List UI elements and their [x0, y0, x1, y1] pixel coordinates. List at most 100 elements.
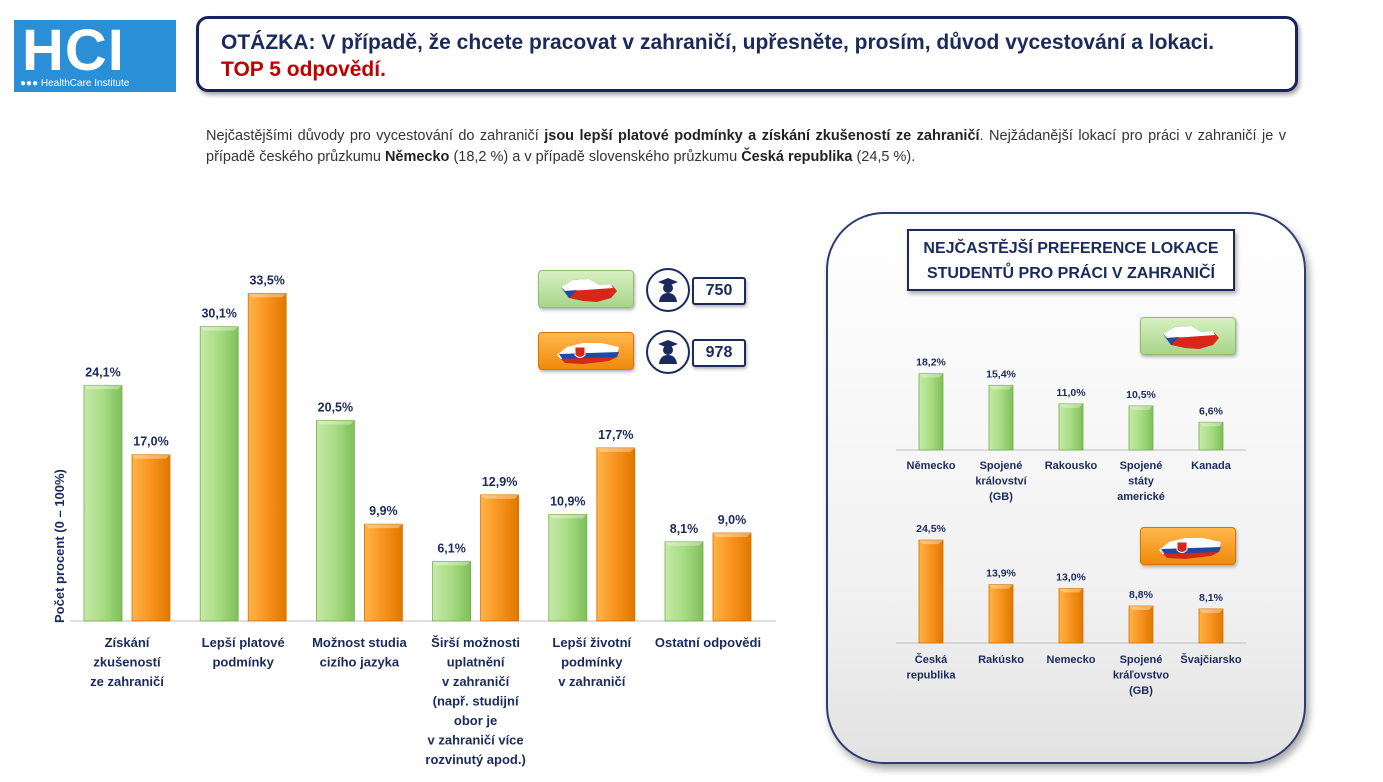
slovak-respondents-count: 978 — [692, 339, 746, 367]
bar — [315, 420, 355, 622]
data-label: 13,0% — [1056, 571, 1086, 583]
category-label: Ostatní odpovědi — [655, 635, 761, 650]
category-label: v zahraničí více — [428, 733, 524, 748]
czech-flag-map-icon — [561, 279, 617, 302]
hci-logo: HCI ●●● HealthCare Institute — [14, 20, 176, 92]
summary-part: (24,5 %). — [852, 149, 916, 165]
category-label: Švajčiarsko — [1180, 653, 1241, 666]
bar — [1058, 403, 1084, 451]
data-label: 30,1% — [201, 307, 236, 321]
czech-legend-tab — [538, 270, 634, 308]
bar — [918, 373, 944, 451]
bar — [1128, 405, 1154, 451]
slovak-legend-tab — [538, 332, 634, 370]
data-label: 11,0% — [1056, 387, 1086, 399]
data-label: 8,1% — [670, 522, 699, 536]
data-label: 20,5% — [318, 401, 353, 415]
category-label: Spojené — [1120, 460, 1163, 472]
category-label: Nemecko — [1047, 654, 1096, 666]
category-label: Rakousko — [1045, 460, 1098, 472]
czech-respondents-count: 750 — [692, 277, 746, 305]
data-label: 33,5% — [249, 273, 284, 287]
panel-title: NEJČASTĚJŠÍ PREFERENCE LOKACE STUDENTŮ P… — [907, 229, 1235, 291]
category-label: Rakúsko — [978, 654, 1024, 666]
category-label: republika — [907, 670, 957, 682]
bar — [548, 513, 588, 622]
bar — [664, 541, 704, 622]
category-label: zkušeností — [93, 655, 161, 670]
summary-part: . Nejžádanější lokací pro práci v zahran… — [206, 128, 1286, 165]
category-label: Lepší životní — [552, 635, 631, 650]
category-label: Lepší platové — [202, 635, 285, 650]
panel-title-line1: NEJČASTĚJŠÍ PREFERENCE LOKACE — [923, 240, 1219, 257]
bar — [1058, 588, 1084, 644]
data-label: 12,9% — [482, 475, 517, 489]
category-label: v zahraničí — [442, 674, 510, 689]
data-label: 9,9% — [369, 504, 398, 518]
bar — [1128, 605, 1154, 644]
data-label: 10,5% — [1126, 389, 1156, 401]
category-label: cizího jazyka — [320, 655, 400, 670]
bar — [1198, 608, 1224, 644]
student-icon — [646, 330, 690, 374]
category-label: podmínky — [561, 655, 623, 670]
category-label: Širší možnosti — [431, 635, 520, 650]
bar — [432, 560, 472, 622]
category-label: Kanada — [1191, 460, 1232, 472]
location-preferences-panel — [826, 212, 1306, 764]
logo-text: HCI — [22, 18, 125, 83]
category-label: Spojené — [1120, 654, 1163, 666]
category-label: rozvinutý apod.) — [425, 752, 525, 767]
data-label: 9,0% — [718, 513, 747, 527]
bar — [363, 523, 403, 622]
bar — [1198, 421, 1224, 451]
data-label: 8,1% — [1199, 592, 1224, 604]
category-label: Česká — [915, 653, 948, 666]
question-box: OTÁZKA: V případě, že chcete pracovat v … — [196, 16, 1298, 92]
slovak-panel-tab — [1140, 527, 1236, 565]
category-label: podmínky — [212, 655, 274, 670]
question-subtitle: TOP 5 odpovědí. — [221, 58, 386, 81]
bar — [712, 532, 752, 622]
category-label: (např. studijní — [433, 694, 519, 709]
summary-part: (18,2 %) a v případě slovenského průzkum… — [449, 149, 742, 165]
bar — [480, 494, 520, 622]
panel-title-line2: STUDENTŮ PRO PRÁCI V ZAHRANIČÍ — [926, 265, 1215, 282]
summary-part: Nejčastějšími důvody pro vycestování do … — [206, 128, 545, 144]
category-label: ze zahraničí — [90, 674, 164, 689]
bar — [918, 539, 944, 644]
bar — [988, 384, 1014, 451]
bar — [199, 326, 239, 622]
category-label: Německo — [907, 460, 956, 472]
category-label: v zahraničí — [558, 674, 626, 689]
bar — [988, 584, 1014, 644]
bar — [596, 447, 636, 622]
category-label: obor je — [454, 713, 497, 728]
bar — [83, 384, 123, 622]
data-label: 24,5% — [916, 523, 946, 535]
category-label: uplatnění — [447, 655, 505, 670]
czech-panel-tab — [1140, 317, 1236, 355]
summary-bold: Německo — [384, 149, 450, 165]
logo-subtitle: ●●● HealthCare Institute — [20, 78, 130, 89]
category-label: Získání — [105, 635, 150, 650]
bar — [247, 292, 287, 622]
data-label: 24,1% — [85, 365, 120, 379]
bar — [131, 454, 171, 622]
data-label: 18,2% — [916, 357, 946, 369]
data-label: 6,6% — [1199, 405, 1224, 417]
czech-flag-map-icon — [1163, 326, 1219, 349]
summary-bold: Česká republika — [741, 149, 853, 165]
data-label: 17,7% — [598, 428, 633, 442]
data-label: 10,9% — [550, 494, 585, 508]
summary-bold: jsou lepší platové podmínky a získání zk… — [544, 128, 980, 144]
category-label: státy — [1128, 476, 1155, 488]
summary-text: Nejčastějšími důvody pro vycestování do … — [206, 126, 1286, 168]
slovak-flag-map-icon — [557, 343, 619, 364]
question-text: OTÁZKA: V případě, že chcete pracovat v … — [221, 31, 1215, 54]
data-label: 6,1% — [437, 541, 466, 555]
data-label: 13,9% — [986, 568, 1016, 580]
category-label: americké — [1117, 491, 1165, 503]
category-label: Možnost studia — [312, 635, 407, 650]
